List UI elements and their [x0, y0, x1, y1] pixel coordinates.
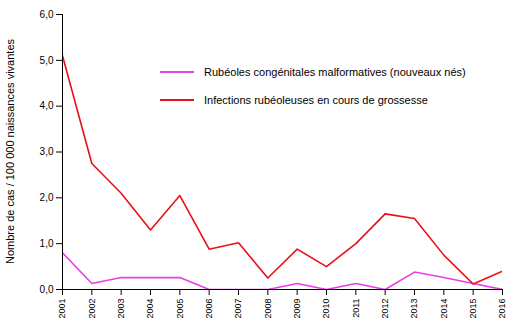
svg-text:2003: 2003 [116, 299, 126, 319]
svg-text:2002: 2002 [87, 299, 97, 319]
svg-text:2005: 2005 [175, 299, 185, 319]
svg-text:6,0: 6,0 [40, 9, 54, 20]
svg-text:2010: 2010 [321, 299, 331, 319]
svg-text:4,0: 4,0 [40, 100, 54, 111]
svg-text:2001: 2001 [57, 299, 67, 319]
svg-text:2015: 2015 [468, 299, 478, 319]
svg-text:2008: 2008 [263, 299, 273, 319]
svg-text:1,0: 1,0 [40, 238, 54, 249]
svg-text:3,0: 3,0 [40, 146, 54, 157]
svg-text:2009: 2009 [292, 299, 302, 319]
svg-text:5,0: 5,0 [40, 55, 54, 66]
svg-text:0,0: 0,0 [40, 284, 54, 295]
svg-text:2014: 2014 [439, 299, 449, 319]
svg-text:2,0: 2,0 [40, 192, 54, 203]
svg-text:2013: 2013 [409, 299, 419, 319]
svg-text:2016: 2016 [497, 299, 507, 319]
svg-text:2006: 2006 [204, 299, 214, 319]
svg-text:2007: 2007 [233, 299, 243, 319]
svg-text:Nombre de cas / 100 000 naissa: Nombre de cas / 100 000 naissances vivan… [4, 38, 16, 264]
svg-text:2012: 2012 [380, 299, 390, 319]
html-text:Infections rubéoleuses en cour: Infections rubéoleuses en cours de gross… [204, 94, 428, 106]
html-text:Rubéoles congénitales malforma: Rubéoles congénitales malformatives (nou… [204, 66, 466, 78]
svg-text:2004: 2004 [145, 299, 155, 319]
svg-text:2011: 2011 [351, 299, 361, 318]
